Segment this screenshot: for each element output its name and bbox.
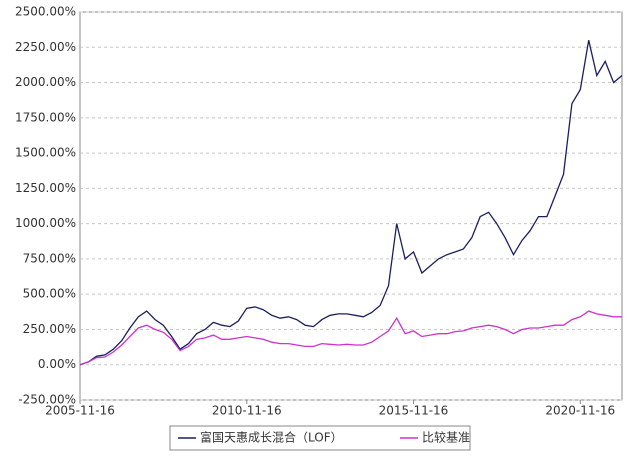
legend-label: 比较基准 (422, 430, 470, 445)
y-tick-label: 2500.00% (15, 5, 76, 19)
legend-box (169, 425, 471, 451)
y-tick-label: 0.00% (38, 357, 76, 371)
y-tick-label: 2000.00% (15, 75, 76, 89)
x-tick-label: 2020-11-16 (545, 404, 615, 418)
legend-label: 富国天惠成长混合（LOF） (200, 430, 343, 445)
x-tick-label: 2005-11-16 (45, 404, 115, 418)
y-tick-label: 500.00% (23, 287, 76, 301)
series-line (79, 310, 622, 366)
y-tick-label: 2250.00% (15, 40, 76, 54)
series-line (79, 40, 623, 366)
y-tick-label: 250.00% (23, 322, 76, 336)
y-tick-label: 1500.00% (15, 146, 76, 160)
plot-frame (79, 11, 623, 401)
x-tick-label: 2010-11-16 (212, 404, 282, 418)
y-tick-label: 1750.00% (15, 110, 76, 124)
y-tick-label: 750.00% (23, 251, 76, 265)
y-tick-label: 1250.00% (15, 181, 76, 195)
y-tick-label: 1000.00% (15, 216, 76, 230)
x-tick-label: 2015-11-16 (379, 404, 449, 418)
y-tick-label: -250.00% (18, 393, 76, 407)
